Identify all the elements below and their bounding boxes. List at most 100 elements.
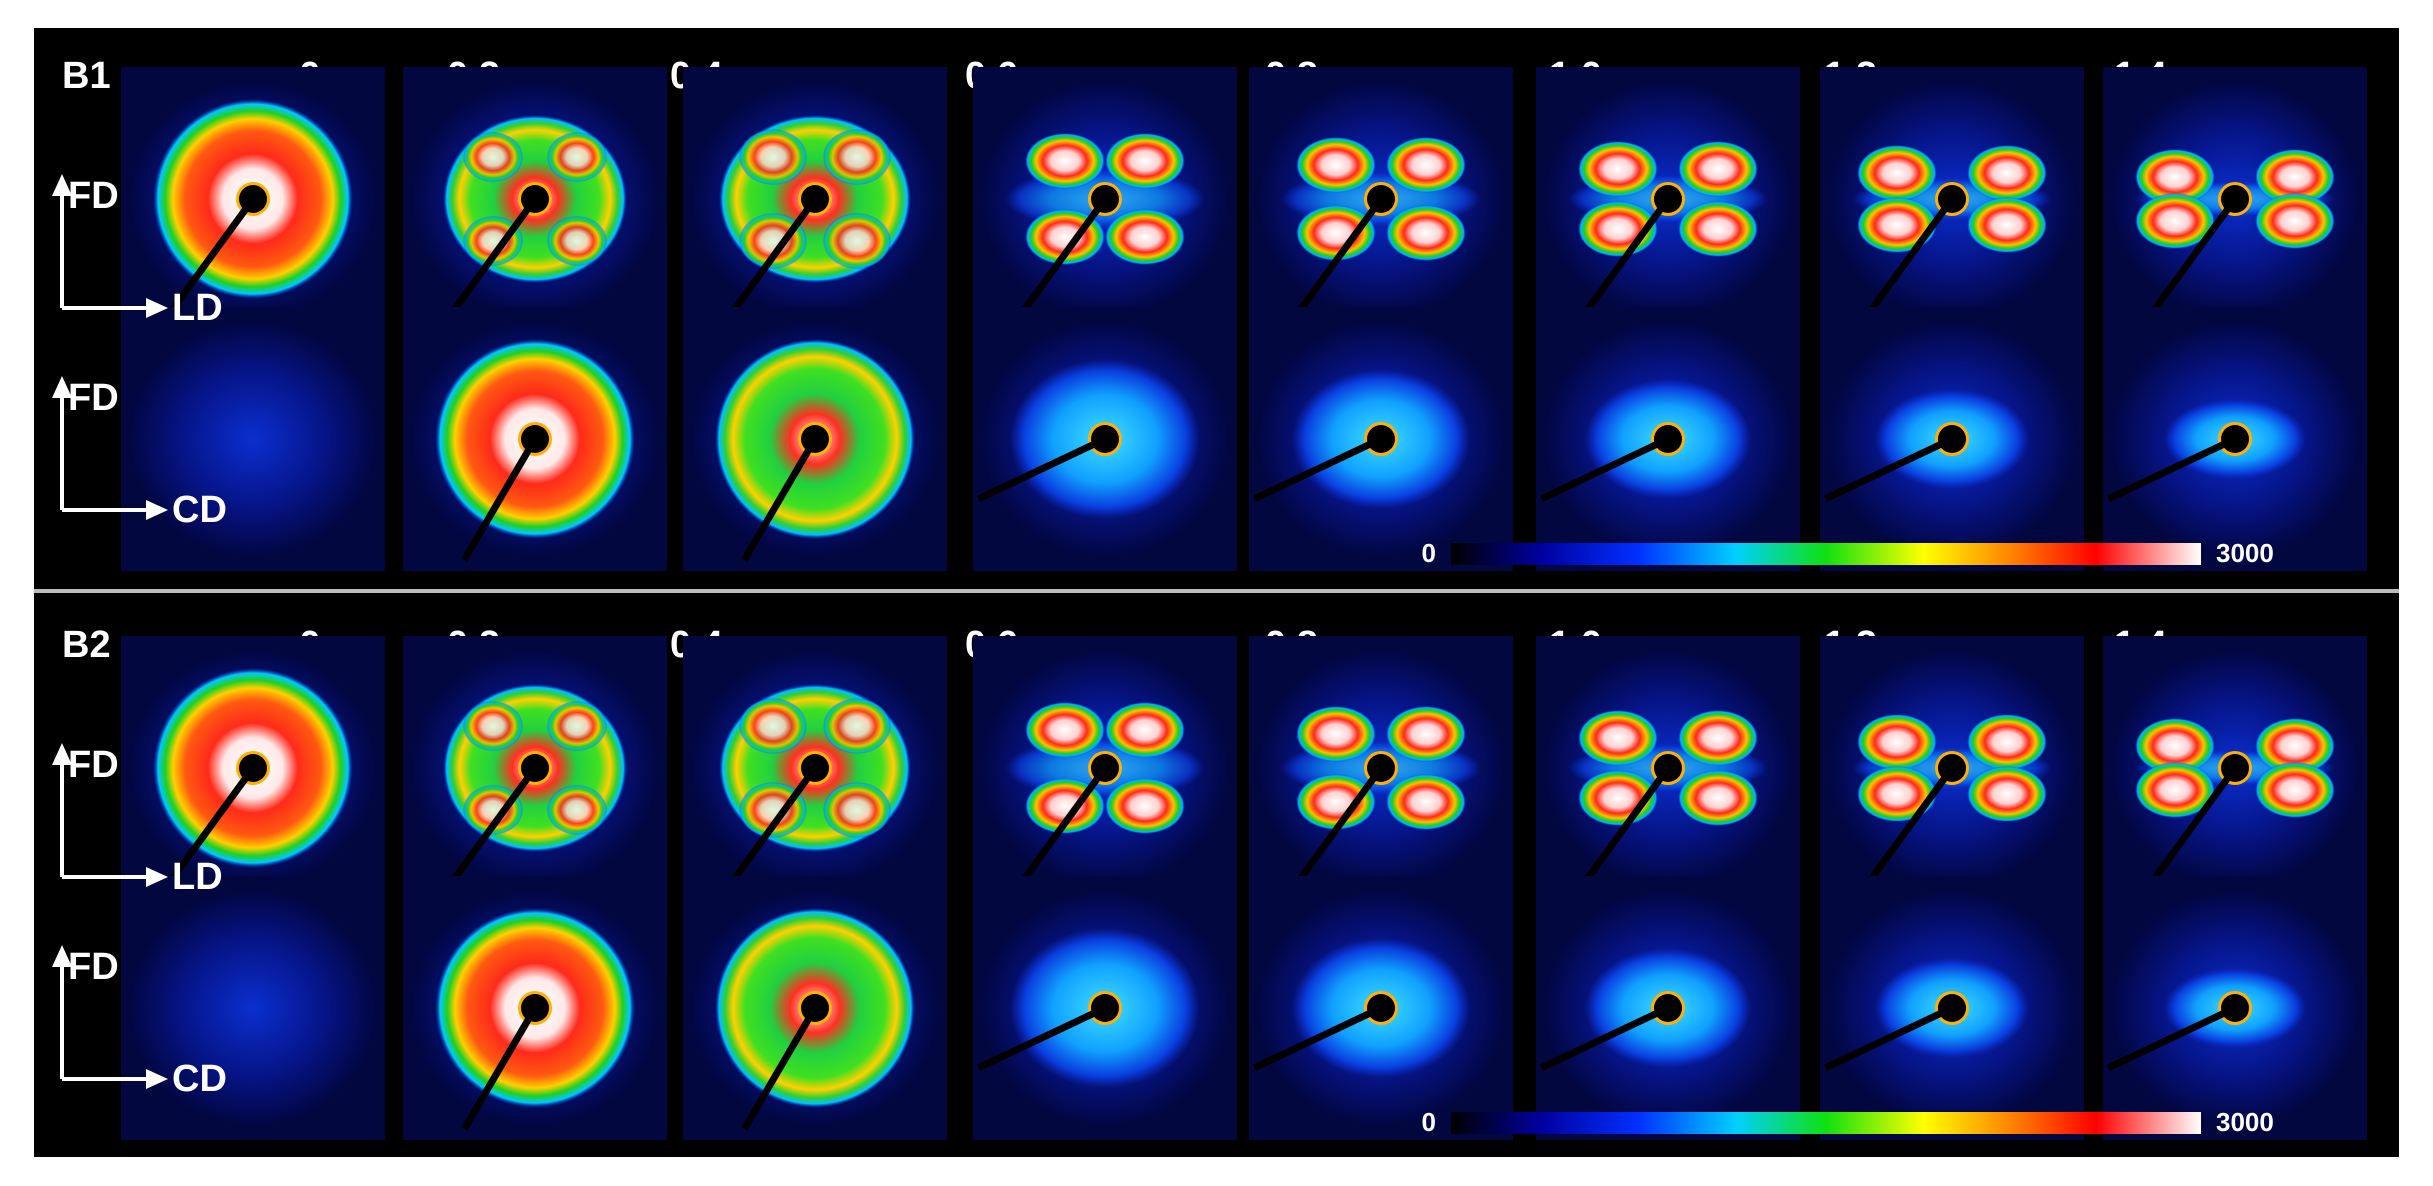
pattern-halo [127, 889, 379, 1127]
lobe [1386, 774, 1466, 830]
colorbar-min: 0 [1422, 1107, 1436, 1137]
axis-label-horizontal: LD [172, 287, 223, 329]
scattering-pattern [121, 876, 385, 1140]
scattering-pattern [121, 307, 385, 571]
lobe [1386, 137, 1466, 193]
panel-label: B2 [62, 624, 111, 666]
lobe [1857, 766, 1937, 822]
lobe [2135, 193, 2215, 249]
lobe [2255, 193, 2335, 249]
lobe [2255, 149, 2335, 205]
lobe [1857, 197, 1937, 253]
lobe [1296, 205, 1376, 261]
panel-label: B1 [62, 55, 111, 97]
scattering-pattern [1536, 876, 1800, 1140]
axis-label-vertical: FD [68, 175, 119, 217]
beamstop-holder [449, 196, 538, 315]
scattering-pattern [121, 636, 385, 900]
lobe [463, 785, 523, 835]
beamstop-holder [449, 765, 538, 884]
arrow-head [52, 743, 72, 765]
lobe [739, 782, 807, 838]
lobe [1678, 710, 1758, 766]
scattering-pattern [2103, 67, 2367, 331]
scattering-pattern [1820, 67, 2084, 331]
beamstop-holder [1823, 435, 1954, 502]
lobe [1105, 209, 1185, 265]
scattering-pattern [683, 67, 947, 331]
scattering-pattern [2103, 636, 2367, 900]
lobe [2255, 718, 2335, 774]
lobe [463, 216, 523, 266]
lobe [739, 129, 807, 185]
beamstop-holder [1582, 765, 1671, 884]
lobe [1105, 778, 1185, 834]
scattering-pattern [973, 876, 1237, 1140]
scattering-pattern [973, 307, 1237, 571]
scattering-pattern [1249, 67, 1513, 331]
scattering-pattern [1249, 636, 1513, 900]
beamstop-holder [976, 1004, 1107, 1071]
scattering-pattern [683, 636, 947, 900]
scattering-pattern [403, 876, 667, 1140]
colorbar-max: 3000 [2216, 538, 2274, 568]
beamstop-holder [741, 1006, 819, 1131]
beamstop-holder [1019, 196, 1108, 315]
axis-label-vertical: FD [68, 946, 119, 988]
lobe [463, 132, 523, 182]
lobe [1967, 145, 2047, 201]
lobe [463, 701, 523, 751]
pattern-halo [127, 320, 379, 558]
beamstop-holder [729, 765, 818, 884]
beamstop-holder [461, 1006, 539, 1131]
lobe [2135, 718, 2215, 774]
axis-label-horizontal: CD [172, 1058, 227, 1100]
lobe [1678, 141, 1758, 197]
scattering-pattern [973, 67, 1237, 331]
lobe [823, 782, 891, 838]
lobe [1678, 770, 1758, 826]
lobe [1578, 141, 1658, 197]
scattering-pattern [2103, 307, 2367, 571]
lobe [547, 701, 607, 751]
arrow-head [146, 867, 168, 887]
lobe [547, 132, 607, 182]
arrow-head [52, 945, 72, 967]
beamstop-holder [1295, 765, 1384, 884]
axis-label-vertical: FD [68, 744, 119, 786]
beamstop-holder [1866, 196, 1955, 315]
scattering-pattern [1249, 876, 1513, 1140]
beamstop-holder [2106, 435, 2237, 502]
scattering-pattern [1536, 67, 1800, 331]
beamstop-holder [1866, 765, 1955, 884]
lobe [823, 698, 891, 754]
colorbar-max: 3000 [2216, 1107, 2274, 1137]
lobe [1386, 706, 1466, 762]
axis-label-horizontal: LD [172, 856, 223, 898]
scattering-pattern [1820, 876, 2084, 1140]
arrow-head [146, 298, 168, 318]
scattering-pattern [683, 876, 947, 1140]
lobe [1296, 774, 1376, 830]
lobe [739, 698, 807, 754]
lobe [823, 129, 891, 185]
beamstop-holder [1295, 196, 1384, 315]
arrow-head [146, 1069, 168, 1089]
colorbar [1451, 1112, 2201, 1134]
lobe [2135, 149, 2215, 205]
beamstop-holder [729, 196, 818, 315]
lobe [1967, 766, 2047, 822]
beamstop-holder [976, 435, 1107, 502]
beamstop-holder [1582, 196, 1671, 315]
scattering-pattern [403, 636, 667, 900]
scattering-pattern [403, 307, 667, 571]
lobe [2135, 762, 2215, 818]
lobe [823, 213, 891, 269]
beamstop-holder [1823, 1004, 1954, 1071]
axis-label-horizontal: CD [172, 489, 227, 531]
arrow-head [52, 174, 72, 196]
beamstop-holder [2149, 196, 2238, 315]
scattering-pattern [1249, 307, 1513, 571]
